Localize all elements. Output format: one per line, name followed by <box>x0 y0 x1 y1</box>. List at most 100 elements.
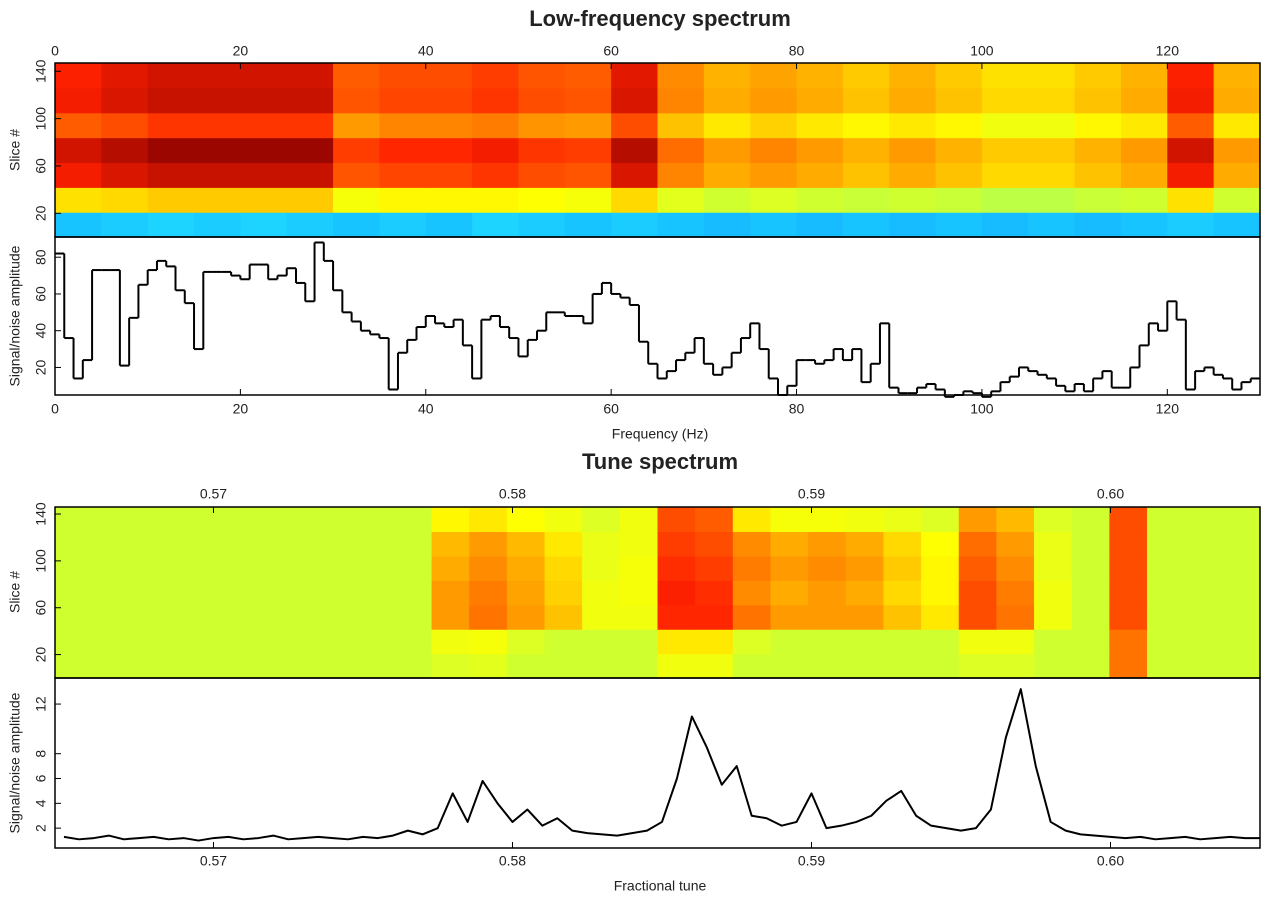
heatmap-cell <box>469 629 508 655</box>
heatmap-cell <box>921 604 960 630</box>
heatmap-cell <box>611 212 659 238</box>
heatmap-cell <box>703 112 751 139</box>
heatmap-cell <box>506 507 546 533</box>
x-tick-label: 0.59 <box>798 853 825 869</box>
heatmap-cell <box>808 507 847 533</box>
heatmap-cell <box>695 555 734 581</box>
heatmap-cell <box>695 531 734 557</box>
heatmap-cell <box>425 212 473 238</box>
heatmap-cell <box>619 580 659 606</box>
heatmap-cell <box>1109 653 1148 679</box>
heatmap-cell <box>845 555 885 581</box>
x-tick-label: 100 <box>970 401 994 417</box>
heatmap-cell <box>243 580 282 606</box>
heatmap-cell <box>55 112 102 139</box>
heatmap-cell <box>130 555 169 581</box>
heatmap-cell <box>167 555 207 581</box>
heatmap-cell <box>619 653 659 679</box>
heatmap-cell <box>889 187 937 213</box>
heatmap-cell <box>703 63 751 89</box>
heatmap-cell <box>243 653 282 679</box>
y-tick-label: 2 <box>33 824 49 832</box>
heatmap-cell <box>996 555 1035 581</box>
heatmap-cell <box>240 137 288 164</box>
heatmap-cell <box>657 162 705 188</box>
profile-line <box>63 688 1260 842</box>
heatmap-cell <box>1074 63 1122 89</box>
heatmap-cell <box>732 555 772 581</box>
heatmap-cell <box>1034 555 1073 581</box>
y-tick-label: 100 <box>33 107 49 131</box>
heatmap-cell <box>996 580 1035 606</box>
heatmap-cell <box>582 531 621 557</box>
heatmap-cell <box>518 212 566 238</box>
heatmap-cell <box>379 87 427 114</box>
heatmap-cell <box>1222 555 1261 581</box>
heatmap-cell <box>1071 580 1110 606</box>
heatmap-cell <box>845 580 885 606</box>
heatmap-cell <box>506 555 546 581</box>
x-tick-label: 80 <box>789 43 805 59</box>
heatmap-cell <box>1120 162 1168 188</box>
heatmap-cell <box>657 604 696 630</box>
heatmap-cell <box>1213 212 1261 238</box>
heatmap-cell <box>1109 531 1148 557</box>
heatmap-cell <box>1109 629 1148 655</box>
heatmap-cell <box>796 137 844 164</box>
heatmap-cell <box>842 162 890 188</box>
heatmap-cell <box>425 112 473 139</box>
y-tick-label: 6 <box>33 774 49 782</box>
heatmap-cell <box>1213 87 1261 114</box>
heatmap-cell <box>1184 531 1223 557</box>
heatmap-cell <box>431 580 470 606</box>
heatmap-cell <box>732 580 772 606</box>
heatmap-cell <box>356 580 395 606</box>
heatmap-cell <box>356 531 395 557</box>
heatmap-cell <box>657 653 696 679</box>
heatmap-cell <box>472 137 520 164</box>
heatmap-cell <box>935 137 983 164</box>
heatmap-cell <box>981 212 1029 238</box>
heatmap-cell <box>619 531 659 557</box>
heatmap-cell <box>356 653 395 679</box>
heatmap-cell <box>318 653 357 679</box>
heatmap-cell <box>472 187 520 213</box>
heatmap-cell <box>393 629 433 655</box>
x-tick-label: 0.57 <box>200 853 227 869</box>
heatmap-cell <box>796 112 844 139</box>
heatmap-cell <box>379 162 427 188</box>
heatmap-cell <box>703 187 751 213</box>
heatmap-cell <box>657 629 696 655</box>
heatmap-cell <box>657 531 696 557</box>
x-tick-label: 0.58 <box>499 853 526 869</box>
heatmap-cell <box>379 212 427 238</box>
heatmap-cell <box>1109 580 1148 606</box>
heatmap-cell <box>958 555 998 581</box>
heatmap-cell <box>393 507 433 533</box>
heatmap-cell <box>333 137 381 164</box>
x-tick-label: 120 <box>1156 401 1180 417</box>
heatmap-cell <box>842 137 890 164</box>
heatmap-cell <box>280 580 320 606</box>
heatmap-cell <box>1213 112 1261 139</box>
heatmap-cell <box>1184 580 1223 606</box>
heatmap-cell <box>101 162 149 188</box>
heatmap-cell <box>1147 653 1186 679</box>
heatmap-cell <box>167 604 207 630</box>
heatmap-cell <box>842 112 890 139</box>
heatmap-cell <box>1147 629 1186 655</box>
heatmap-cell <box>544 653 583 679</box>
heatmap-cell <box>582 580 621 606</box>
heatmap-cell <box>1074 137 1122 164</box>
heatmap-cell <box>657 555 696 581</box>
heatmap-cell <box>1222 580 1261 606</box>
heatmap-cell <box>318 604 357 630</box>
heatmap-cell <box>194 162 241 188</box>
heatmap-cell <box>280 629 320 655</box>
heatmap-cell <box>356 507 395 533</box>
heatmap-cell <box>1222 629 1261 655</box>
heatmap-cell <box>286 87 334 114</box>
heatmap-cell <box>1034 653 1073 679</box>
heatmap-cell <box>544 507 583 533</box>
heatmap-cell <box>240 187 288 213</box>
